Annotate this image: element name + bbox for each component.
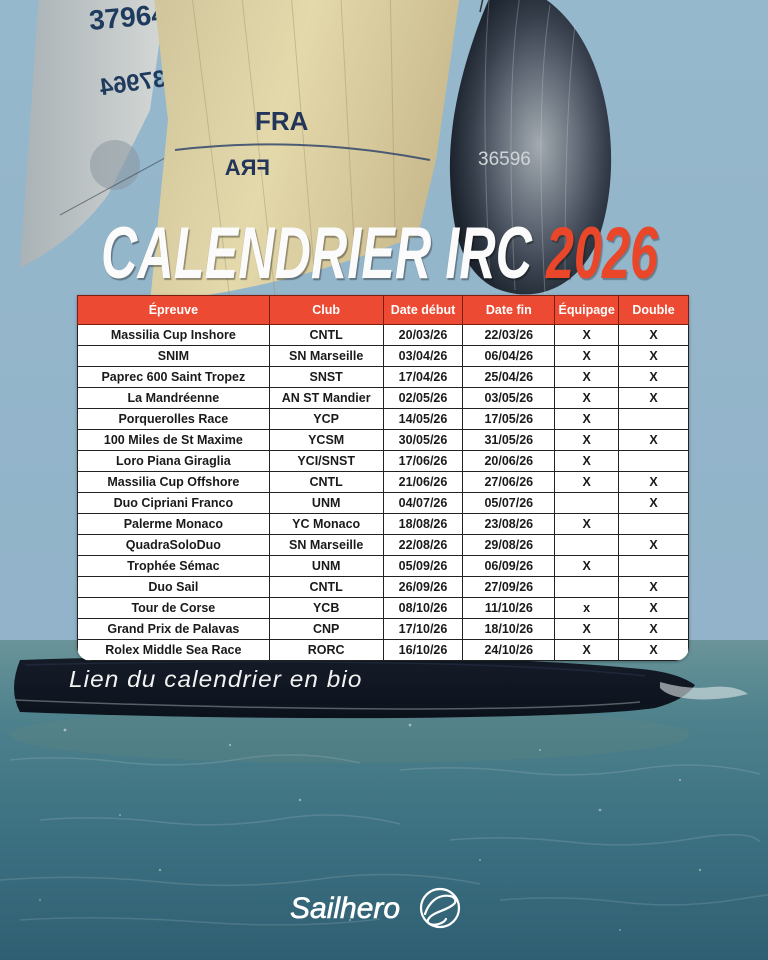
svg-text:36596: 36596 [478, 149, 531, 170]
svg-text:FRA: FRA [255, 106, 309, 136]
svg-text:FRA: FRA [225, 155, 270, 180]
svg-text:Sailhero: Sailhero [290, 892, 400, 925]
